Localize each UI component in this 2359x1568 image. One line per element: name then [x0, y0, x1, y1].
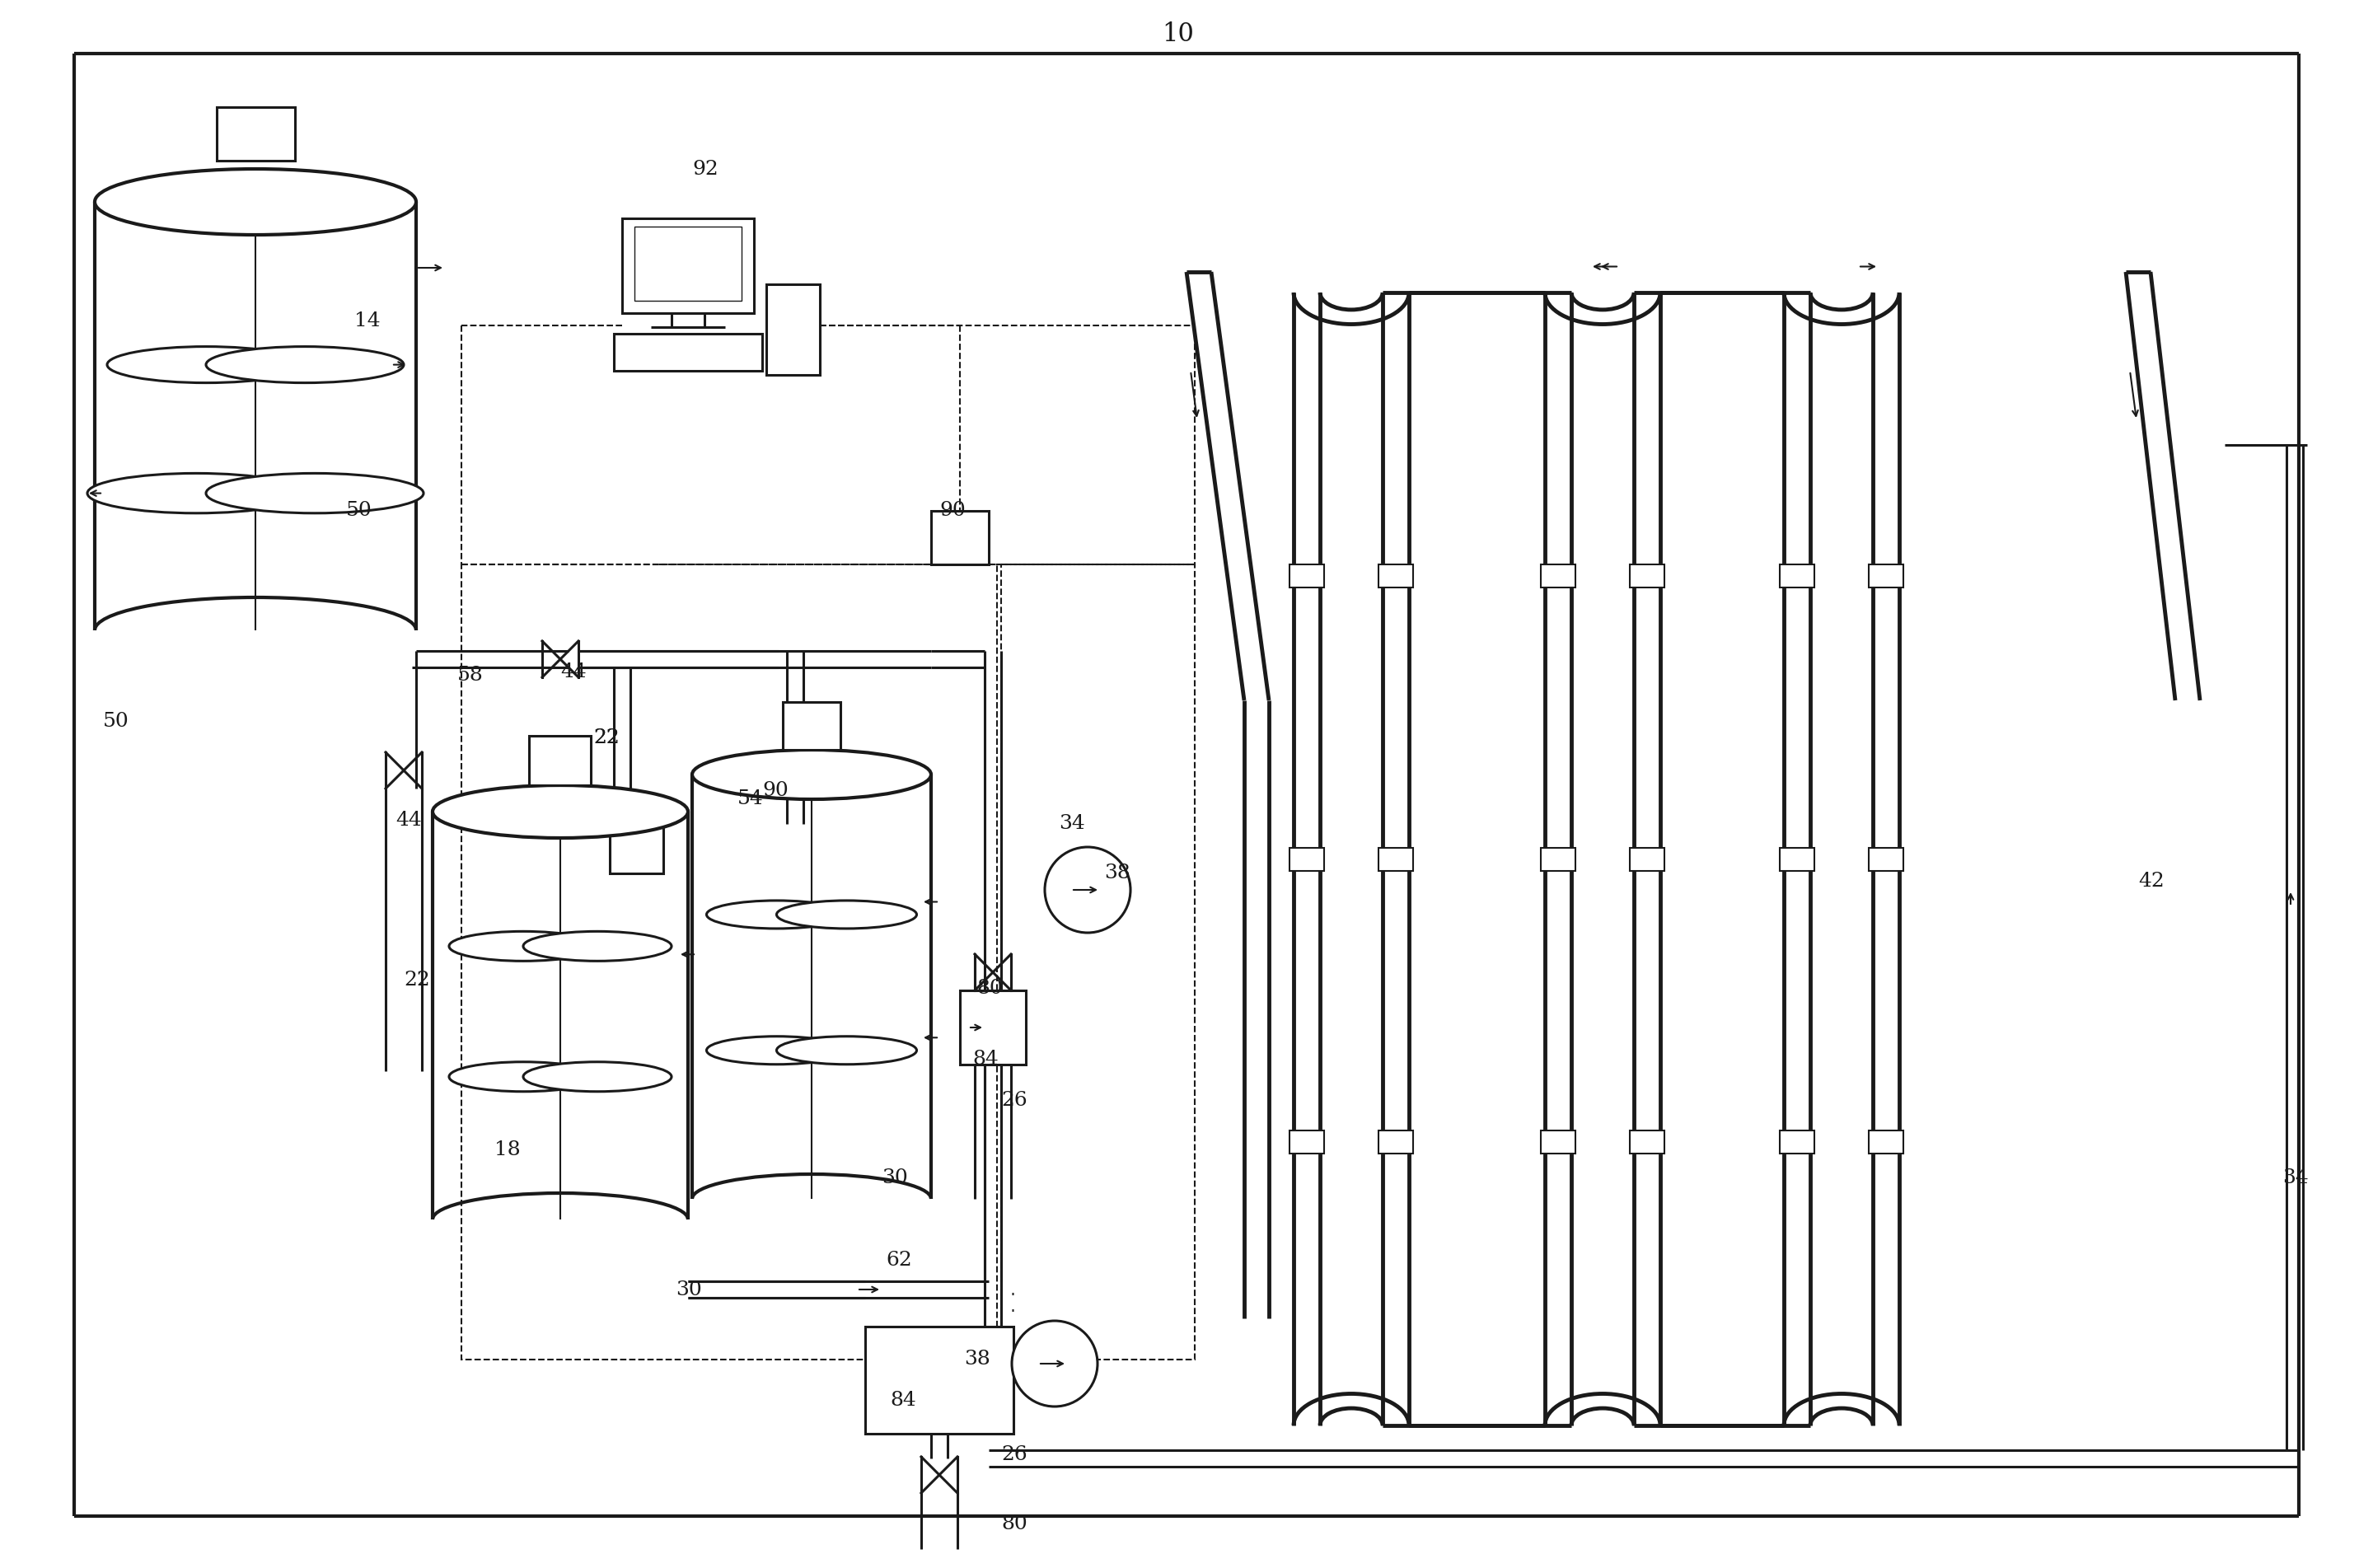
- Bar: [1868, 1131, 1904, 1154]
- Text: 18: 18: [495, 1140, 521, 1159]
- Text: 92: 92: [691, 160, 717, 179]
- Ellipse shape: [776, 900, 918, 928]
- Circle shape: [1045, 847, 1130, 933]
- Bar: [1378, 1131, 1413, 1154]
- Ellipse shape: [94, 169, 415, 235]
- Text: 44: 44: [561, 662, 587, 681]
- Ellipse shape: [776, 1036, 918, 1065]
- Text: 80: 80: [1000, 1515, 1026, 1534]
- Bar: [1540, 564, 1576, 588]
- Text: 30: 30: [675, 1279, 703, 1298]
- Bar: [1290, 1131, 1323, 1154]
- Bar: [1290, 847, 1323, 870]
- Ellipse shape: [205, 347, 403, 383]
- Ellipse shape: [106, 347, 304, 383]
- Text: 22: 22: [592, 728, 620, 746]
- Text: 26: 26: [1000, 1090, 1026, 1110]
- Ellipse shape: [708, 900, 847, 928]
- Text: 14: 14: [354, 312, 380, 331]
- Bar: [1540, 847, 1576, 870]
- Bar: [960, 991, 1026, 1065]
- Ellipse shape: [432, 786, 689, 837]
- Bar: [1630, 1131, 1665, 1154]
- Bar: [1378, 847, 1413, 870]
- Bar: [462, 564, 998, 1359]
- Bar: [1868, 564, 1904, 588]
- Bar: [1630, 564, 1665, 588]
- Bar: [1000, 564, 1194, 1359]
- Text: 84: 84: [889, 1391, 915, 1410]
- Text: 34: 34: [1059, 814, 1085, 834]
- Text: 10: 10: [1163, 22, 1194, 47]
- Ellipse shape: [708, 1036, 847, 1065]
- Ellipse shape: [448, 931, 597, 961]
- Ellipse shape: [691, 750, 932, 800]
- Bar: [1290, 564, 1323, 588]
- Text: 38: 38: [1104, 864, 1130, 883]
- Bar: [1378, 564, 1413, 588]
- Text: 22: 22: [403, 971, 429, 989]
- Text: 80: 80: [977, 980, 1003, 999]
- Bar: [609, 823, 663, 873]
- Text: 34: 34: [2284, 1168, 2309, 1187]
- Text: 90: 90: [939, 502, 965, 521]
- Ellipse shape: [448, 1062, 597, 1091]
- Text: 26: 26: [1000, 1444, 1026, 1465]
- Text: 22: 22: [592, 728, 620, 746]
- Bar: [1630, 847, 1665, 870]
- Text: 54: 54: [738, 790, 764, 809]
- Text: 58: 58: [458, 666, 484, 685]
- Ellipse shape: [524, 931, 672, 961]
- Bar: [528, 735, 590, 786]
- Bar: [1779, 847, 1814, 870]
- Bar: [767, 284, 821, 375]
- Text: 50: 50: [347, 502, 373, 521]
- Bar: [932, 511, 988, 564]
- Ellipse shape: [524, 1062, 672, 1091]
- Bar: [783, 702, 840, 750]
- Bar: [1540, 1131, 1576, 1154]
- Ellipse shape: [205, 474, 425, 513]
- Bar: [1779, 1131, 1814, 1154]
- Text: 84: 84: [972, 1049, 998, 1068]
- Text: 62: 62: [885, 1251, 913, 1270]
- Text: 38: 38: [965, 1350, 991, 1369]
- Bar: [866, 1327, 1014, 1433]
- Bar: [217, 107, 295, 160]
- Text: 30: 30: [882, 1168, 908, 1187]
- Circle shape: [1012, 1320, 1097, 1406]
- Bar: [1779, 564, 1814, 588]
- Bar: [1868, 847, 1904, 870]
- Bar: [613, 334, 762, 370]
- Text: 44: 44: [396, 811, 422, 829]
- Text: 50: 50: [104, 712, 130, 731]
- Bar: [635, 227, 741, 301]
- Text: 42: 42: [2137, 872, 2163, 891]
- Ellipse shape: [87, 474, 304, 513]
- Text: 90: 90: [762, 781, 788, 801]
- Bar: [623, 218, 755, 314]
